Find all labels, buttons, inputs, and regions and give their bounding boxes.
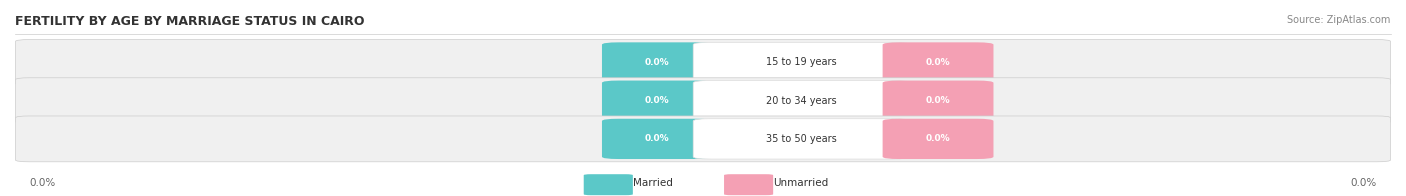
Text: 0.0%: 0.0% xyxy=(925,96,950,105)
Text: 0.0%: 0.0% xyxy=(925,58,950,67)
FancyBboxPatch shape xyxy=(724,174,773,195)
FancyBboxPatch shape xyxy=(883,42,994,83)
FancyBboxPatch shape xyxy=(583,174,633,195)
FancyBboxPatch shape xyxy=(602,42,713,83)
FancyBboxPatch shape xyxy=(883,81,994,121)
Text: 15 to 19 years: 15 to 19 years xyxy=(766,57,837,67)
FancyBboxPatch shape xyxy=(602,119,713,159)
Text: 0.0%: 0.0% xyxy=(645,134,669,143)
Text: Married: Married xyxy=(633,178,672,188)
FancyBboxPatch shape xyxy=(602,81,713,121)
FancyBboxPatch shape xyxy=(15,78,1391,124)
Text: 0.0%: 0.0% xyxy=(30,178,56,188)
FancyBboxPatch shape xyxy=(15,40,1391,85)
FancyBboxPatch shape xyxy=(693,119,910,159)
Text: 0.0%: 0.0% xyxy=(645,96,669,105)
Text: 0.0%: 0.0% xyxy=(1350,178,1376,188)
Text: 0.0%: 0.0% xyxy=(925,134,950,143)
FancyBboxPatch shape xyxy=(15,116,1391,162)
Text: 20 to 34 years: 20 to 34 years xyxy=(766,96,837,106)
FancyBboxPatch shape xyxy=(693,42,910,83)
FancyBboxPatch shape xyxy=(883,119,994,159)
Text: 35 to 50 years: 35 to 50 years xyxy=(766,134,837,144)
Text: 0.0%: 0.0% xyxy=(645,58,669,67)
Text: FERTILITY BY AGE BY MARRIAGE STATUS IN CAIRO: FERTILITY BY AGE BY MARRIAGE STATUS IN C… xyxy=(15,15,366,28)
FancyBboxPatch shape xyxy=(693,81,910,121)
Text: Source: ZipAtlas.com: Source: ZipAtlas.com xyxy=(1288,15,1391,25)
Text: Unmarried: Unmarried xyxy=(773,178,828,188)
